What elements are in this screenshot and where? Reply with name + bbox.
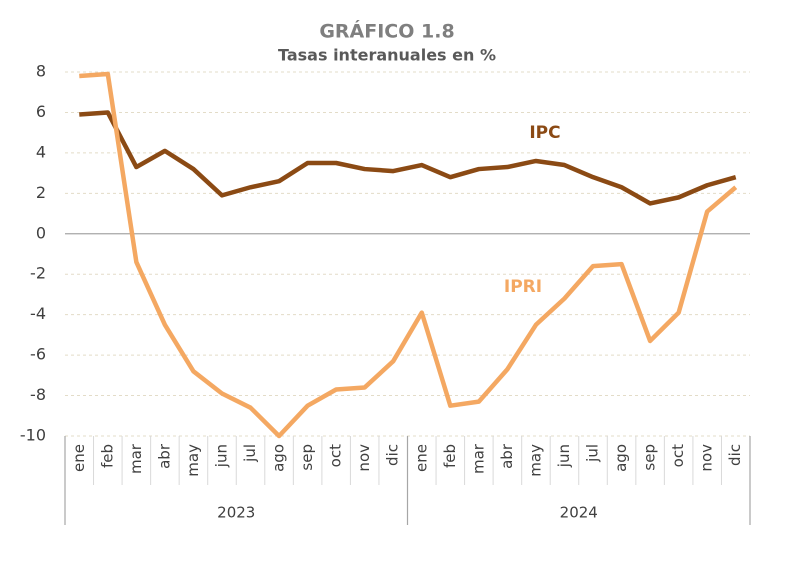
x-tick-label: nov — [698, 444, 716, 472]
x-tick-label: ago — [612, 444, 630, 472]
series-line — [79, 110, 737, 206]
group-label: 2023 — [217, 504, 255, 522]
x-tick-label: ene — [70, 444, 88, 472]
x-tick-label: feb — [98, 444, 116, 468]
y-tick-label: -6 — [30, 345, 46, 364]
x-tick-label: dic — [726, 444, 744, 466]
group-label: 2024 — [560, 504, 598, 522]
x-tick-label: ago — [270, 444, 288, 472]
x-tick-label: sep — [641, 444, 659, 471]
x-tick-label: oct — [669, 444, 687, 467]
x-tick-label: sep — [298, 444, 316, 471]
x-tick-label: may — [526, 444, 544, 477]
x-tick-label: jun — [555, 444, 573, 468]
y-tick-label: 4 — [36, 142, 46, 161]
chart-subtitle: Tasas interanuales en % — [278, 46, 496, 65]
x-tick-label: jun — [212, 444, 230, 468]
series-line — [79, 71, 738, 439]
chart-title: GRÁFICO 1.8 — [319, 20, 454, 43]
x-tick-label: may — [184, 444, 202, 477]
x-tick-label: abr — [155, 443, 173, 469]
series-label: IPC — [529, 123, 560, 143]
x-tick-label: nov — [355, 444, 373, 472]
y-tick-label: 2 — [36, 183, 46, 202]
series-label: IPRI — [504, 277, 542, 297]
y-tick-label: -4 — [30, 304, 46, 323]
y-tick-label: -2 — [30, 264, 46, 283]
y-tick-label: 8 — [36, 62, 46, 81]
y-tick-label: 0 — [36, 223, 46, 242]
x-tick-label: oct — [327, 444, 345, 467]
y-tick-label: -10 — [20, 426, 46, 445]
x-tick-label: feb — [441, 444, 459, 468]
x-tick-label: jul — [241, 444, 259, 463]
x-tick-label: mar — [469, 443, 487, 474]
x-tick-label: jul — [584, 444, 602, 463]
x-tick-label: dic — [384, 444, 402, 466]
x-tick-label: abr — [498, 443, 516, 469]
x-tick-label: ene — [412, 444, 430, 472]
x-tick-label: mar — [127, 443, 145, 474]
y-tick-label: -8 — [30, 385, 46, 404]
y-tick-label: 6 — [36, 102, 46, 121]
